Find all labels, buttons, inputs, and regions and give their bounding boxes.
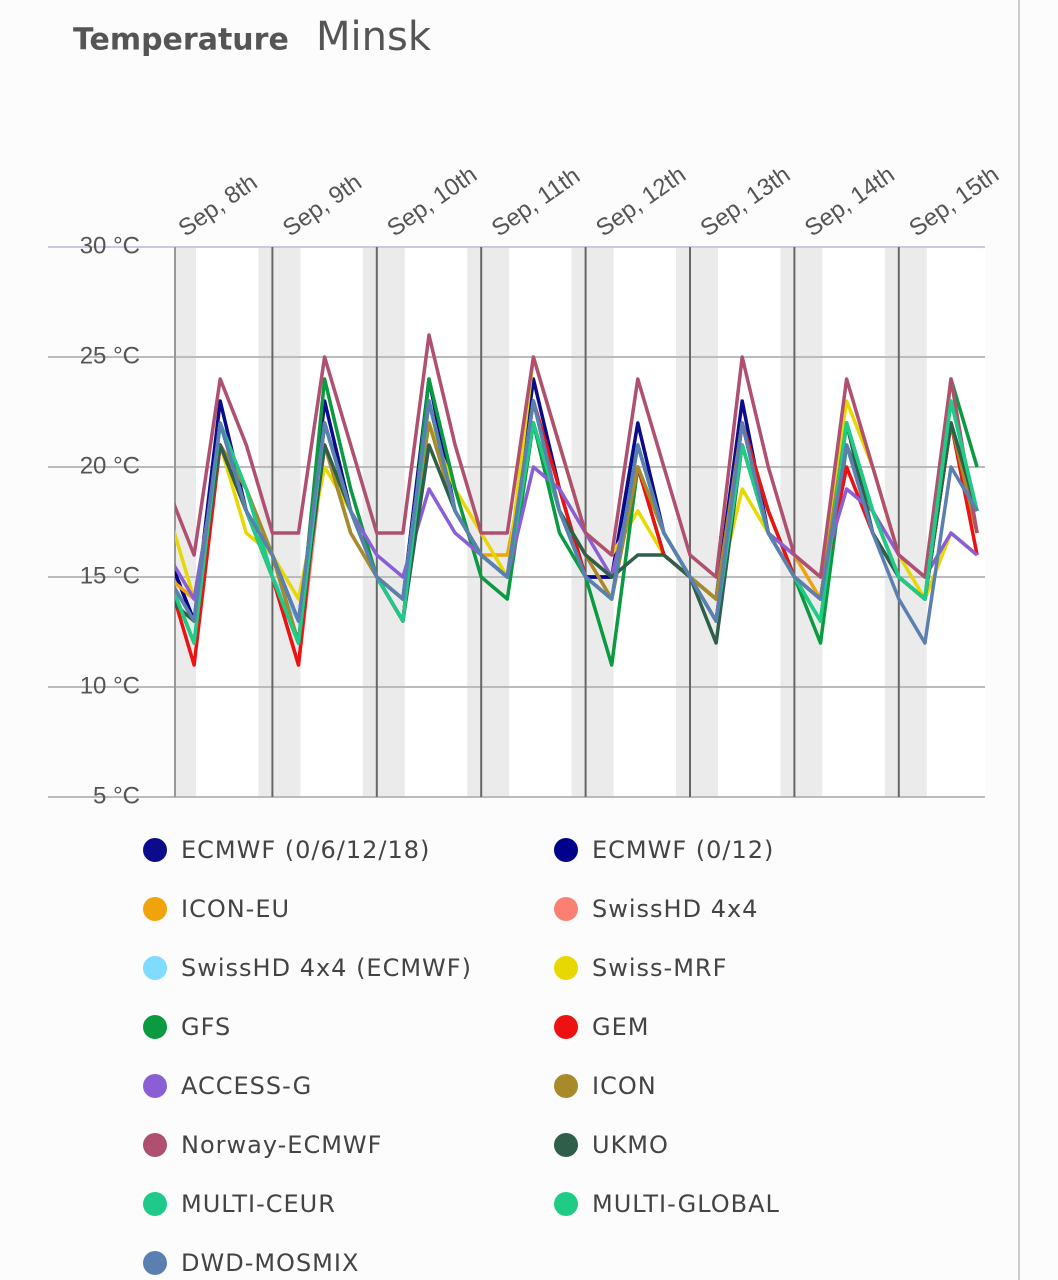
- legend-label: ECMWF (0/6/12/18): [181, 836, 430, 864]
- chart-title: Temperature: [73, 23, 289, 58]
- y-tick-label: 15 °C: [80, 562, 140, 589]
- series-group: [175, 333, 979, 667]
- legend-marker: [143, 956, 167, 980]
- legend-label: GEM: [592, 1013, 649, 1041]
- legend-marker: [554, 1074, 578, 1098]
- night-band: [362, 247, 405, 797]
- legend-label: UKMO: [592, 1131, 669, 1159]
- legend-marker: [554, 838, 578, 862]
- legend-marker: [554, 1192, 578, 1216]
- legend-marker: [554, 1015, 578, 1039]
- series-line: [175, 333, 979, 579]
- legend-marker: [554, 897, 578, 921]
- night-band: [175, 247, 196, 797]
- legend-marker: [554, 956, 578, 980]
- legend-label: ICON-EU: [181, 895, 290, 923]
- legend-marker: [143, 1251, 167, 1275]
- night-band: [676, 247, 718, 797]
- legend-label: DWD-MOSMIX: [181, 1249, 359, 1277]
- legend-marker: [143, 838, 167, 862]
- legend-label: GFS: [181, 1013, 231, 1041]
- legend-marker: [143, 897, 167, 921]
- legend-label: Norway-ECMWF: [181, 1131, 382, 1159]
- night-band: [258, 247, 301, 797]
- y-tick-label: 20 °C: [80, 452, 140, 479]
- series-line: [175, 399, 979, 645]
- night-band: [780, 247, 823, 797]
- legend-label: Swiss-MRF: [592, 954, 727, 982]
- legend-label: ACCESS-G: [181, 1072, 312, 1100]
- chart-subtitle: Minsk: [316, 14, 432, 60]
- legend-label: SwissHD 4x4 (ECMWF): [181, 954, 472, 982]
- legend-label: ICON: [592, 1072, 657, 1100]
- y-tick-label: 5 °C: [93, 782, 140, 809]
- y-tick-label: 10 °C: [80, 672, 140, 699]
- legend-marker: [143, 1192, 167, 1216]
- legend-marker: [554, 1133, 578, 1157]
- legend-marker: [143, 1015, 167, 1039]
- legend-label: MULTI-GLOBAL: [592, 1190, 780, 1218]
- y-tick-label: 30 °C: [80, 232, 140, 259]
- y-tick-label: 25 °C: [80, 342, 140, 369]
- legend-label: MULTI-CEUR: [181, 1190, 336, 1218]
- legend-label: ECMWF (0/12): [592, 836, 774, 864]
- legend-marker: [143, 1133, 167, 1157]
- night-band: [884, 247, 927, 797]
- legend-marker: [143, 1074, 167, 1098]
- legend-label: SwissHD 4x4: [592, 895, 758, 923]
